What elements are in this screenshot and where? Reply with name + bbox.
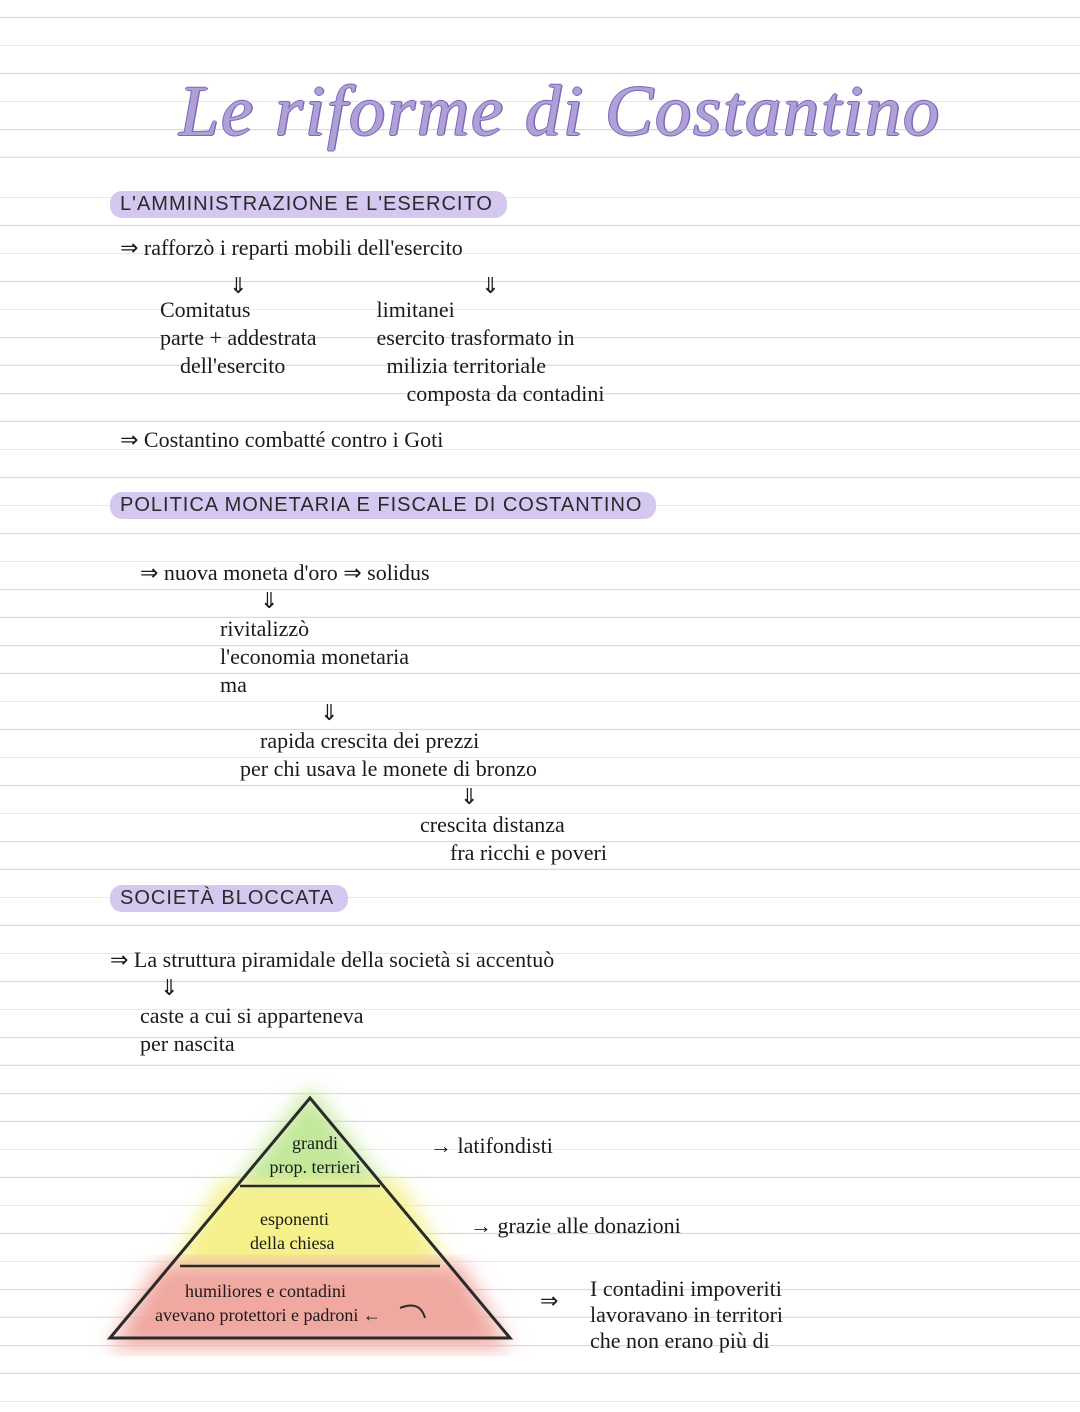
annot3-l1: I contadini impoveriti	[590, 1276, 782, 1302]
s2-sub7: fra ricchi e poveri	[450, 839, 1020, 867]
annot3-l2: lavoravano in territori	[590, 1302, 783, 1328]
s2-line1: ⇒ nuova moneta d'oro ⇒ solidus	[140, 559, 1020, 587]
annot3-l3: che non erano più di	[590, 1328, 770, 1354]
s3-sub1: caste a cui si apparteneva	[140, 1002, 1020, 1030]
s1-columns: ⇓ Comitatus parte + addestrata dell'eser…	[160, 276, 1020, 408]
col2-desc3: composta da contadini	[407, 380, 605, 408]
heading-societa: SOCIETÀ BLOCCATA	[110, 885, 348, 912]
annot-latifondisti: → latifondisti	[430, 1133, 553, 1159]
arrow-down-icon: ⇓	[260, 587, 1020, 615]
annot-donazioni: → grazie alle donazioni	[470, 1213, 681, 1239]
tier3-l1: humiliores e contadini	[185, 1278, 346, 1304]
tier1-l1: grandi	[280, 1130, 350, 1156]
col1-name: Comitatus	[160, 296, 317, 324]
s2-sub6: crescita distanza	[420, 811, 1020, 839]
s2-sub2: l'economia monetaria	[220, 643, 1020, 671]
arrow-down-icon: ⇓	[160, 974, 1020, 1002]
arrow-down-icon: ⇓	[160, 276, 317, 296]
heading-amministrazione: L'AMMINISTRAZIONE E L'ESERCITO	[110, 191, 507, 218]
tier2-l2: della chiesa	[250, 1230, 334, 1256]
arrow-down-icon: ⇓	[377, 276, 605, 296]
s1-line2: ⇒ Costantino combatté contro i Goti	[120, 426, 1020, 454]
s3-sub2: per nascita	[140, 1030, 1020, 1058]
col1-desc1: parte + addestrata	[160, 324, 317, 352]
page-title: Le riforme di Costantino	[100, 70, 1020, 153]
tier2-l1: esponenti	[260, 1206, 329, 1232]
arrow-down-icon: ⇓	[460, 783, 1020, 811]
pyramid-diagram: grandi prop. terrieri esponenti della ch…	[90, 1078, 1020, 1378]
col1-desc2: dell'esercito	[180, 352, 317, 380]
s2-sub5: per chi usava le monete di bronzo	[240, 755, 1020, 783]
tier3-l2: avevano protettori e padroni ←	[155, 1302, 381, 1328]
s1-line1: ⇒ rafforzò i reparti mobili dell'esercit…	[120, 234, 1020, 262]
s2-sub1: rivitalizzò	[220, 615, 1020, 643]
arrow-down-icon: ⇓	[320, 699, 1020, 727]
col2-name: limitanei	[377, 296, 605, 324]
s2-sub3: ma	[220, 671, 1020, 699]
s3-line1: ⇒ La struttura piramidale della società …	[110, 946, 1020, 974]
col2-desc2: milizia territoriale	[387, 352, 605, 380]
tier1-l2: prop. terrieri	[255, 1154, 375, 1180]
col2-desc1: esercito trasformato in	[377, 324, 605, 352]
col-comitatus: ⇓ Comitatus parte + addestrata dell'eser…	[160, 276, 317, 408]
page-content: Le riforme di Costantino L'AMMINISTRAZIO…	[0, 0, 1080, 1378]
arrow-right-icon: ⇒	[540, 1288, 558, 1314]
s2-sub4: rapida crescita dei prezzi	[260, 727, 1020, 755]
col-limitanei: ⇓ limitanei esercito trasformato in mili…	[377, 276, 605, 408]
heading-politica: POLITICA MONETARIA E FISCALE DI COSTANTI…	[110, 492, 656, 519]
